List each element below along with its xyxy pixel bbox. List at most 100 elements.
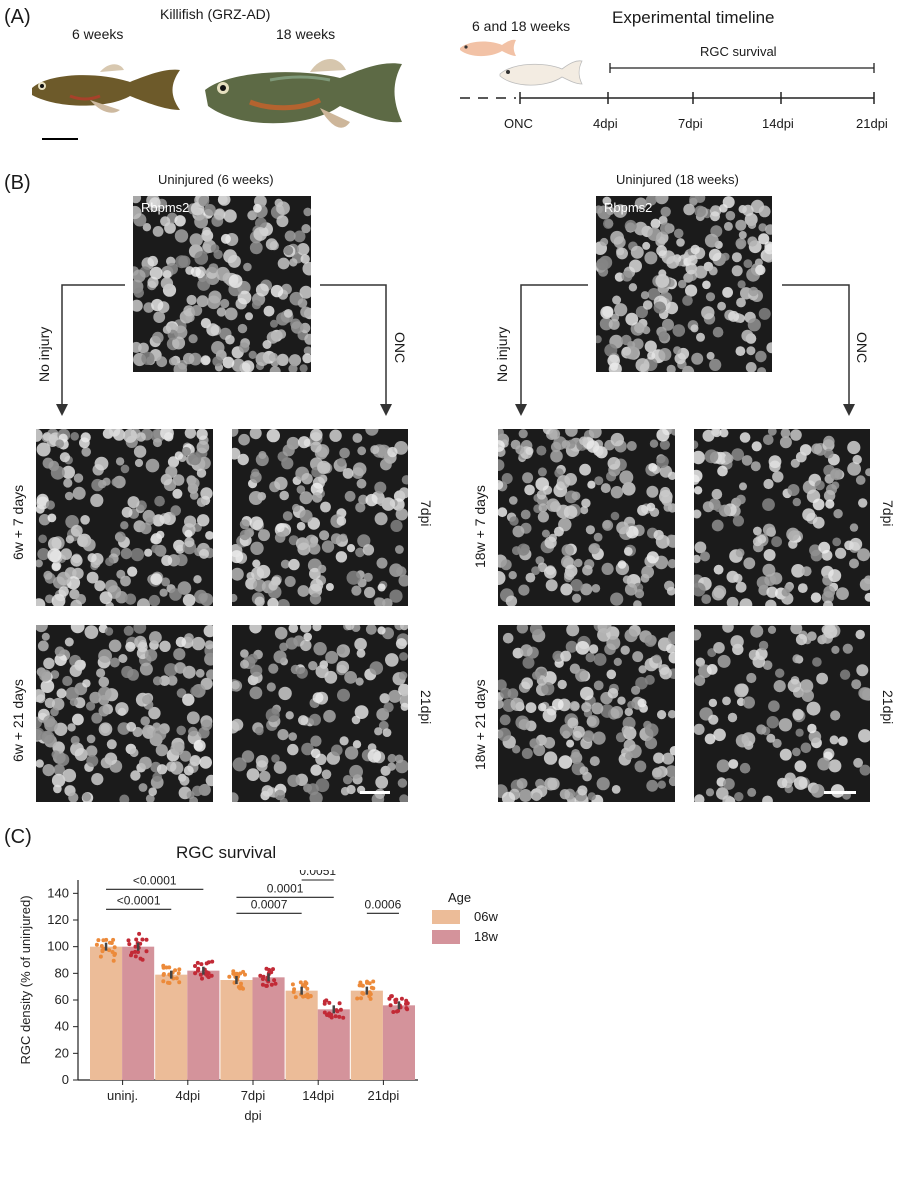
cell [252,559,261,568]
cell [336,646,346,655]
cell [694,486,703,495]
pvalue-label: 0.0007 [251,897,288,911]
bar-18w-uninj. [122,946,155,1080]
cell [370,445,380,455]
data-point [161,979,166,984]
cell [714,503,723,513]
cell [173,648,186,661]
cell [673,228,684,239]
cell [541,682,555,696]
cell [268,581,278,591]
cell [308,661,318,671]
cell [142,727,155,739]
cell [570,579,583,592]
x-axis-label: dpi [244,1108,261,1123]
cell [855,629,865,640]
cell [51,562,61,572]
cell [374,512,388,526]
cell [130,770,141,781]
cell [274,789,286,801]
cell [183,765,194,776]
cell [574,558,583,568]
cell [727,712,738,723]
cell [777,777,788,789]
cell [162,325,172,334]
bar-06w-4dpi [155,974,188,1080]
cell [378,720,389,731]
cell [634,589,645,599]
cell [152,676,163,686]
bar-18w-4dpi [187,970,220,1080]
cell [142,694,153,705]
cell [292,503,301,513]
cell [700,551,710,562]
cell [301,742,314,756]
cell [625,312,639,326]
cell [543,751,558,765]
cell [580,686,594,701]
cell [644,340,657,353]
micrograph-6w-7dpi [232,429,408,606]
cell [635,676,648,690]
cell [627,700,636,709]
cell [174,662,186,674]
micrograph-18w-21dpi [694,625,870,802]
cell [271,754,280,763]
cell [758,223,767,232]
cell [77,535,88,547]
cell [512,546,521,556]
cell [70,524,83,537]
cell [232,593,238,603]
cell [713,728,726,742]
cell [303,632,312,642]
cell [601,562,614,575]
micrograph-uninjured-6w: Rbpms2 [133,196,311,372]
cell [268,352,278,362]
cell [223,209,237,223]
cell [794,760,807,773]
cell [625,752,633,761]
cell [309,593,322,605]
cell [836,587,849,600]
x-tick-label: 14dpi [302,1088,334,1103]
cell [694,509,702,519]
timepoint-21dpi: 21dpi [856,116,888,131]
cell [367,749,382,763]
cell [277,599,290,606]
cell [118,654,128,663]
cell [250,541,264,555]
cell [246,768,260,781]
cell [105,557,114,567]
cell [634,760,647,773]
cell [585,652,596,663]
bar-18w-21dpi [382,1005,415,1080]
cell [865,468,870,477]
cell [297,298,308,308]
data-point [167,965,172,970]
cell [186,711,200,725]
cell [232,550,244,564]
old-fish-image [205,58,402,128]
cell [623,547,633,556]
cell [823,448,834,459]
cell [288,732,297,741]
cell [864,592,870,602]
cell [694,794,705,802]
cell [58,586,69,597]
cell [833,509,843,519]
cell [376,557,388,569]
cell [197,514,210,527]
cell [123,625,134,636]
cell [616,247,628,260]
age-young-label: 6 weeks [72,26,124,42]
cell [176,725,186,736]
y-tick-label: 0 [62,1072,69,1087]
data-point [327,1000,332,1005]
cell [644,737,658,750]
cell [672,324,686,337]
cell [849,537,863,551]
data-point [193,971,198,976]
cell [249,429,262,440]
cell [741,455,753,466]
cell [152,226,164,237]
